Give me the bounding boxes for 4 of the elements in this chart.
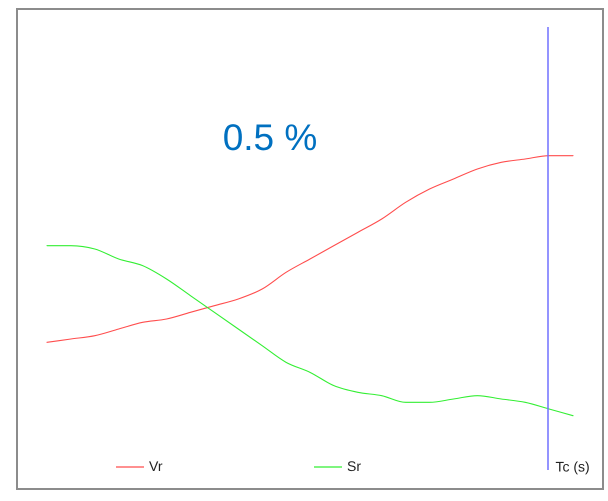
legend-label: Sr (347, 458, 362, 474)
x-axis-title: Tc (s) (556, 458, 590, 474)
annotation: 0.5 % (222, 117, 318, 158)
legend-label: Vr (149, 458, 163, 474)
